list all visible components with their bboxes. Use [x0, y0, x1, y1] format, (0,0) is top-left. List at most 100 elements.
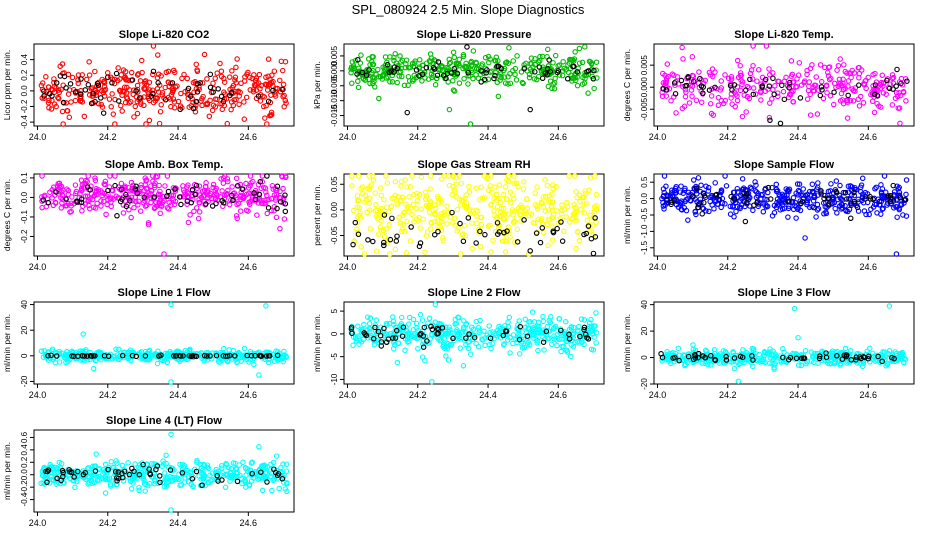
- data-point: [513, 336, 519, 343]
- data-point: [562, 318, 569, 325]
- data-point: [844, 97, 851, 104]
- data-point: [214, 70, 220, 76]
- data-point: [793, 190, 799, 197]
- data-point: [135, 202, 141, 208]
- data-point: [162, 97, 169, 103]
- data-point: [824, 360, 831, 366]
- data-point: [420, 344, 427, 350]
- data-point: [478, 68, 484, 74]
- data-point: [397, 220, 404, 227]
- data-point: [712, 84, 718, 91]
- data-point: [363, 197, 370, 204]
- data-point: [676, 357, 682, 364]
- data-point: [259, 487, 266, 494]
- data-point: [265, 205, 272, 211]
- data-point: [164, 205, 171, 211]
- data-point: [663, 93, 670, 99]
- data-point: [66, 114, 73, 121]
- data-point: [829, 350, 836, 357]
- data-point: [243, 180, 249, 187]
- data-point: [659, 354, 666, 361]
- data-point: [426, 209, 433, 215]
- data-point: [49, 195, 55, 201]
- data-point: [559, 202, 565, 208]
- data-point: [870, 71, 876, 78]
- data-point: [514, 226, 521, 233]
- data-point: [265, 56, 272, 62]
- data-point: [576, 237, 583, 244]
- data-point: [426, 315, 433, 322]
- data-point: [230, 197, 236, 204]
- data-point: [245, 69, 251, 76]
- series-1: [38, 431, 290, 513]
- data-point: [545, 63, 552, 69]
- data-point: [190, 352, 196, 359]
- data-point: [136, 471, 143, 478]
- data-point: [664, 196, 670, 203]
- data-point: [175, 98, 182, 105]
- data-point: [750, 85, 757, 91]
- data-point: [863, 211, 869, 218]
- data-point: [237, 181, 244, 188]
- data-point: [362, 192, 369, 199]
- data-point: [242, 477, 248, 483]
- data-point: [420, 62, 426, 68]
- data-point: [162, 183, 168, 189]
- x-tick-label: 24.4: [169, 390, 187, 400]
- data-point: [898, 80, 904, 87]
- data-point: [128, 69, 135, 76]
- data-point: [250, 178, 256, 185]
- y-tick-label: 0.0: [20, 85, 29, 97]
- data-point: [372, 322, 379, 328]
- data-point: [532, 56, 538, 62]
- data-point: [456, 80, 463, 86]
- data-point: [498, 206, 505, 212]
- data-point: [811, 194, 817, 201]
- data-point: [199, 465, 205, 471]
- data-point: [125, 460, 131, 466]
- data-point: [417, 311, 424, 318]
- data-point: [110, 465, 117, 471]
- data-point: [451, 54, 458, 61]
- data-point: [690, 342, 696, 348]
- data-point: [518, 218, 524, 224]
- data-point: [150, 68, 157, 75]
- data-point: [875, 87, 881, 94]
- data-point: [854, 350, 860, 357]
- data-point: [350, 241, 356, 248]
- data-point: [388, 203, 395, 209]
- data-point: [398, 228, 405, 235]
- data-point: [546, 57, 552, 63]
- data-point: [153, 466, 159, 473]
- data-point: [706, 208, 712, 215]
- data-point: [263, 353, 270, 359]
- data-point: [417, 332, 423, 338]
- data-point: [695, 204, 702, 211]
- series-2: [350, 209, 599, 257]
- data-point: [781, 96, 788, 103]
- plot-frame: [33, 43, 295, 127]
- data-point: [384, 180, 391, 186]
- data-point: [157, 479, 163, 486]
- data-point: [555, 63, 561, 69]
- data-point: [835, 83, 842, 90]
- data-point: [170, 67, 177, 74]
- x-tick-label: 24.0: [339, 390, 357, 400]
- data-point: [486, 341, 493, 348]
- y-tick-label: 0.0: [640, 192, 649, 204]
- series-2: [40, 173, 289, 219]
- data-point: [867, 196, 874, 202]
- data-point: [858, 184, 864, 190]
- data-point: [572, 339, 578, 346]
- data-point: [824, 357, 831, 364]
- data-point: [156, 120, 163, 127]
- data-point: [218, 463, 225, 469]
- series-1: [659, 173, 910, 257]
- data-point: [51, 76, 57, 82]
- data-point: [742, 87, 749, 93]
- data-point: [760, 209, 767, 215]
- data-point: [593, 340, 599, 346]
- data-point: [800, 186, 806, 192]
- data-point: [520, 186, 527, 192]
- data-point: [114, 478, 120, 484]
